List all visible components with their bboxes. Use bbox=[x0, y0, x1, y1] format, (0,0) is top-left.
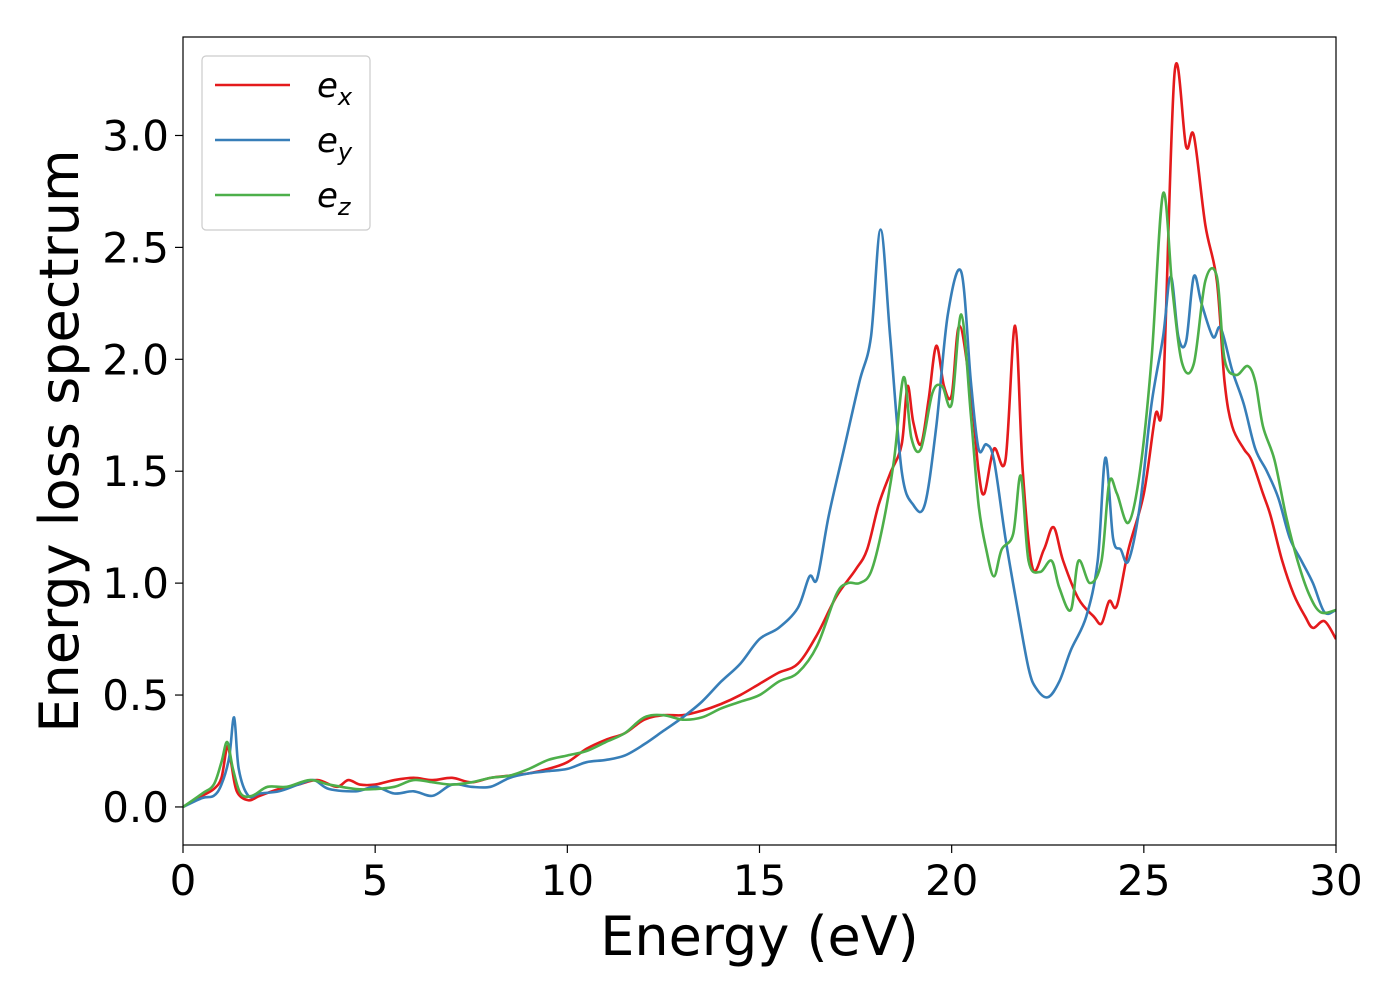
x-tick-label: 20 bbox=[925, 856, 978, 905]
series-line-e-z bbox=[183, 191, 1336, 809]
legend: ex ey ez bbox=[201, 55, 371, 231]
y-tick-label: 0.0 bbox=[102, 783, 169, 832]
x-tick-label: 25 bbox=[1117, 856, 1170, 905]
series-line-e-y bbox=[183, 228, 1336, 809]
y-axis-label: Energy loss spectrum bbox=[28, 149, 91, 732]
y-axis-ticks: 0.0 0.5 1.0 1.5 2.0 2.5 3.0 bbox=[102, 111, 183, 832]
legend-label-y: ey bbox=[317, 121, 353, 166]
y-tick-label: 3.0 bbox=[102, 111, 169, 160]
x-axis-ticks: 0 5 10 15 20 25 30 bbox=[170, 845, 1363, 905]
y-tick-label: 1.5 bbox=[102, 447, 169, 496]
y-tick-label: 0.5 bbox=[102, 671, 169, 720]
series-layer bbox=[183, 62, 1336, 809]
y-tick-label: 2.0 bbox=[102, 335, 169, 384]
y-tick-label: 1.0 bbox=[102, 559, 169, 608]
legend-items: ex ey ez bbox=[215, 66, 353, 221]
x-tick-label: 10 bbox=[541, 856, 594, 905]
x-tick-label: 15 bbox=[733, 856, 786, 905]
x-tick-label: 30 bbox=[1309, 856, 1362, 905]
x-tick-label: 5 bbox=[362, 856, 389, 905]
y-tick-label: 2.5 bbox=[102, 223, 169, 272]
legend-label-z: ez bbox=[317, 176, 352, 221]
legend-box bbox=[201, 55, 371, 231]
x-axis-label: Energy (eV) bbox=[600, 905, 919, 968]
legend-label-x: ex bbox=[317, 66, 353, 111]
series-line-e-x bbox=[183, 62, 1336, 809]
x-tick-label: 0 bbox=[170, 856, 197, 905]
